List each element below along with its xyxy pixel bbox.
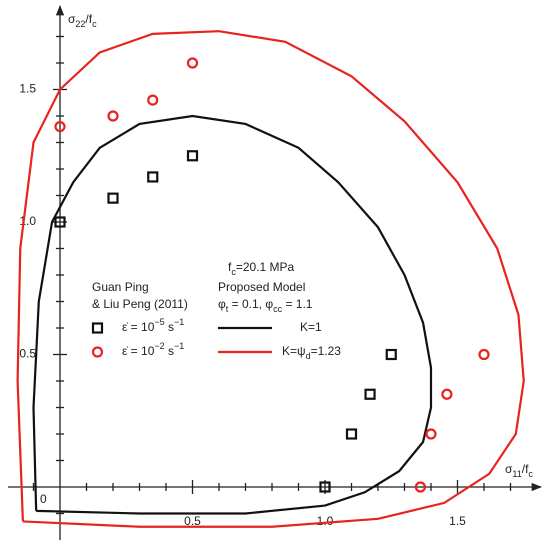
label: φt = 0.1, φcc = 1.1 [218, 297, 313, 314]
data-point [364, 388, 376, 400]
label-part: = 0.1, φ [228, 297, 273, 311]
legend-marker [91, 346, 104, 358]
data-point [54, 216, 66, 228]
label: K=ψd=1.23 [282, 344, 341, 361]
label-part: cc [273, 304, 283, 314]
label: σ22/fc [68, 12, 97, 29]
label-part: c [231, 267, 236, 277]
label-part: 22 [75, 19, 85, 29]
data-point [319, 481, 331, 493]
data-point [414, 481, 426, 493]
label-part: f [228, 260, 232, 274]
data-point [345, 428, 358, 440]
data-point [147, 94, 159, 106]
label-part: c [528, 469, 533, 479]
data-point [425, 428, 437, 440]
envelope-line [32, 114, 433, 515]
label-part: ε̇ = 10 [122, 320, 155, 334]
label: K=1 [300, 320, 322, 334]
x-tick-label: 0.5 [184, 514, 201, 528]
label-part: d [306, 351, 311, 361]
label-part: = 1.1 [282, 297, 313, 311]
label-part: =20.1 MPa [236, 260, 295, 274]
y-tick-label: 1.0 [19, 214, 36, 228]
envelope-line [16, 30, 525, 528]
legend-header: & Liu Peng (2011) [92, 297, 188, 311]
y-tick-label: 0.5 [19, 347, 36, 361]
label-part: −1 [174, 317, 184, 327]
data-point [385, 348, 397, 361]
label-part: /f [522, 462, 529, 476]
data-point [147, 171, 159, 183]
y-tick-label: 1.5 [19, 82, 36, 96]
label: ε̇ = 10−2 s−1 [122, 341, 184, 358]
label-part: /f [85, 12, 92, 26]
x-tick-label: 1.5 [449, 514, 466, 528]
label-part: ε̇ = 10 [122, 344, 155, 358]
data-point [478, 348, 490, 361]
label-part: σ [505, 462, 513, 476]
label: σ11/fc [505, 462, 533, 479]
data-point [441, 388, 453, 400]
legend-header: Proposed Model [218, 280, 305, 294]
data-point [54, 120, 66, 133]
data-point [107, 110, 119, 122]
data-point [107, 192, 119, 204]
data-point [186, 150, 199, 162]
label-part: K=1 [300, 320, 322, 334]
label-part: −1 [174, 341, 184, 351]
label-part: −2 [154, 341, 164, 351]
label: fc=20.1 MPa [228, 260, 295, 277]
legend-header: Guan Ping [92, 280, 149, 294]
label-part: t [226, 304, 229, 314]
label-part: 11 [512, 469, 521, 479]
data-point [186, 57, 199, 69]
label-part: φ [218, 297, 226, 311]
label-part: c [92, 19, 97, 29]
legend-marker [91, 322, 104, 334]
label: ε̇ = 10−5 s−1 [122, 317, 184, 334]
origin-label: 0 [40, 492, 47, 506]
label-part: =1.23 [311, 344, 342, 358]
label-part: σ [68, 12, 76, 26]
label-part: s [165, 320, 174, 334]
x-tick-label: 1.0 [317, 514, 334, 528]
label-part: −5 [154, 317, 164, 327]
label-part: K=ψ [282, 344, 306, 358]
label-part: s [165, 344, 174, 358]
